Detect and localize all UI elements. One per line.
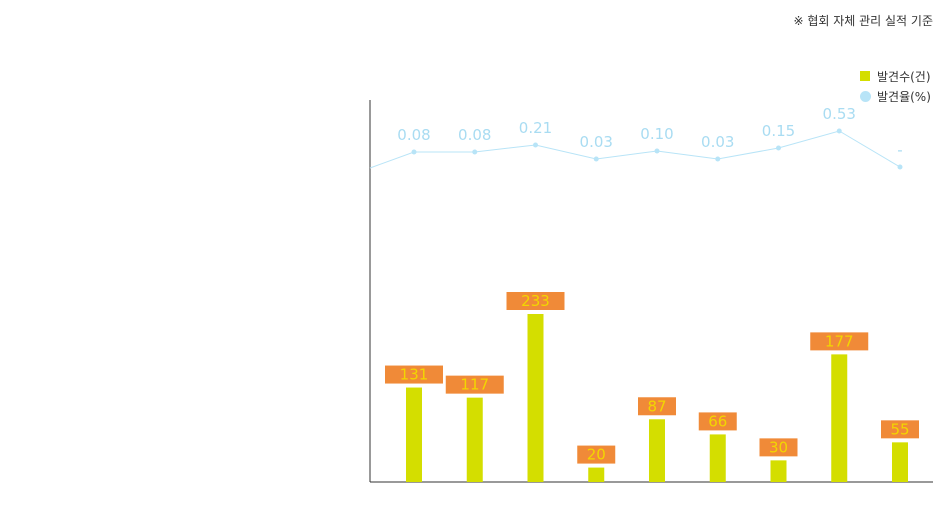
bar-label-0: 131 [400,366,429,384]
legend-label-count: 발견수(건) [877,69,931,84]
rate-point-2 [533,142,538,148]
bar-label-7: 177 [825,332,854,350]
bar-label-8: 55 [890,420,909,438]
bar-label-5: 66 [708,412,727,430]
bar-label-bg-4 [638,397,676,416]
bar-label-bg-2 [506,292,565,310]
bar-label-bg-8 [881,420,919,439]
rate-point-7 [836,128,842,134]
bar-1 [466,397,483,482]
bar-label-bg-5 [698,412,737,431]
legend-swatch-rate [860,90,871,102]
bar-label-1: 117 [460,376,489,394]
legend-item-count: 발견수(건) [860,66,931,86]
legend-item-rate: 발견율(%) [860,86,931,106]
legend: 발견수(건) 발견율(%) [860,66,931,106]
rate-point-3 [593,156,599,162]
bar-label-bg-7 [810,332,869,351]
rate-label-2: 0.21 [519,119,552,137]
bar-label-bg-3 [577,445,616,464]
rate-point-4 [654,148,660,154]
bar-4 [649,419,665,482]
legend-swatch-count [860,71,870,81]
rate-point-8 [897,164,903,170]
bar-label-3: 20 [587,446,606,464]
rate-point-1 [472,149,478,155]
rate-label-8: - [897,141,902,159]
bar-label-4: 87 [647,397,666,415]
rate-label-5: 0.03 [701,133,734,151]
rate-label-7: 0.53 [823,105,856,123]
source-note: ※ 협회 자체 관리 실적 기준 [793,14,933,28]
rate-label-0: 0.08 [397,126,430,144]
bar-label-6: 30 [769,438,788,456]
bar-label-bg-0 [385,365,443,384]
bar-2 [527,314,544,482]
rate-point-6 [776,145,781,151]
bar-3 [588,467,605,482]
bar-8 [892,442,908,482]
legend-label-rate: 발견율(%) [877,89,931,104]
rate-line [369,130,901,169]
bar-6 [770,460,787,482]
bar-5 [709,434,726,482]
rate-label-1: 0.08 [458,126,491,144]
bar-7 [831,354,848,482]
rate-label-6: 0.15 [762,122,795,140]
rate-point-0 [411,149,417,155]
bar-label-2: 233 [521,292,550,310]
rate-label-3: 0.03 [580,133,613,151]
bar-label-bg-6 [759,438,798,457]
rate-point-5 [715,156,721,162]
bar-label-bg-1 [445,375,504,394]
bar-0 [406,387,422,482]
rate-label-4: 0.10 [640,125,673,143]
